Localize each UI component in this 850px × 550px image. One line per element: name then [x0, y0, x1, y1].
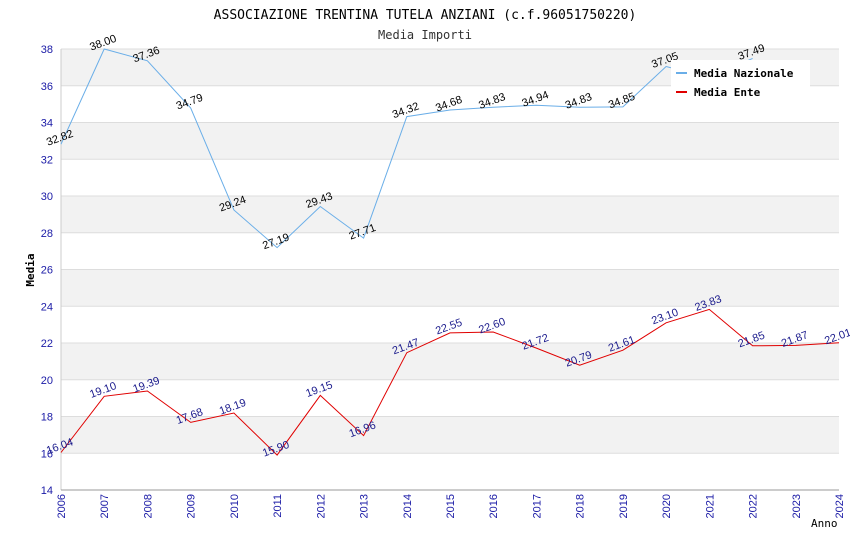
- x-tick-label: 2017: [531, 494, 543, 518]
- grid-band: [61, 343, 839, 380]
- y-tick-label: 22: [41, 338, 53, 350]
- y-tick-label: 36: [41, 81, 53, 93]
- grid-bands: [61, 49, 839, 490]
- x-tick-label: 2018: [575, 494, 587, 518]
- x-tick-label: 2022: [748, 494, 760, 518]
- series-line-1: [60, 308, 840, 456]
- x-tick-label: 2006: [56, 494, 68, 518]
- grid-band: [61, 122, 839, 160]
- x-tick-label: 2012: [315, 494, 327, 518]
- y-tick-label: 34: [41, 118, 53, 130]
- x-tick-label: 2011: [272, 494, 284, 518]
- x-tick-label: 2008: [142, 494, 154, 518]
- grid-band: [61, 379, 839, 417]
- series-lines: [60, 48, 840, 456]
- chart-subtitle: Media Importi: [378, 28, 472, 42]
- series-line-0: [60, 48, 753, 249]
- y-tick-label: 18: [41, 412, 53, 424]
- y-tick-label: 16: [41, 448, 53, 460]
- legend-item: Media Nazionale: [694, 67, 794, 80]
- x-axis-label: Anno: [811, 517, 838, 530]
- x-tick-label: 2007: [99, 494, 111, 518]
- x-tick-label: 2013: [359, 494, 371, 518]
- x-tick-label: 2016: [488, 494, 500, 518]
- x-tick-label: 2024: [834, 494, 846, 518]
- grid-band: [61, 196, 839, 233]
- y-axis-ticks: 14 16 18 20 22 24 26 28 30 32 34 36 38: [41, 44, 53, 497]
- x-tick-label: 2010: [229, 494, 241, 518]
- legend: Media Nazionale Media Ente: [671, 60, 810, 102]
- y-tick-label: 30: [41, 191, 53, 203]
- grid-band: [61, 306, 839, 343]
- y-tick-label: 38: [41, 44, 53, 56]
- y-tick-label: 32: [41, 154, 53, 166]
- y-tick-label: 28: [41, 228, 53, 240]
- y-tick-label: 14: [41, 485, 53, 497]
- legend-item: Media Ente: [694, 86, 761, 99]
- gridlines: [60, 48, 839, 491]
- grid-band: [61, 232, 839, 270]
- legend-box: [671, 60, 810, 102]
- x-tick-label: 2014: [402, 494, 414, 518]
- x-tick-label: 2019: [618, 494, 630, 518]
- grid-band: [61, 159, 839, 196]
- grid-band: [61, 453, 839, 490]
- x-tick-label: 2020: [661, 494, 673, 518]
- grid-band: [61, 269, 839, 307]
- x-tick-label: 2021: [704, 494, 716, 518]
- y-tick-label: 24: [41, 301, 53, 313]
- chart-title: ASSOCIAZIONE TRENTINA TUTELA ANZIANI (c.…: [214, 8, 637, 23]
- x-tick-label: 2015: [445, 494, 457, 518]
- x-axis-ticks: 2006 2007 2008 2009 2010 2011 2012 2013 2014 2015…: [56, 494, 846, 518]
- y-tick-label: 26: [41, 265, 53, 277]
- y-axis-label: Media: [24, 253, 37, 286]
- x-tick-label: 2009: [186, 494, 198, 518]
- x-tick-label: 2023: [791, 494, 803, 518]
- y-tick-label: 20: [41, 375, 53, 387]
